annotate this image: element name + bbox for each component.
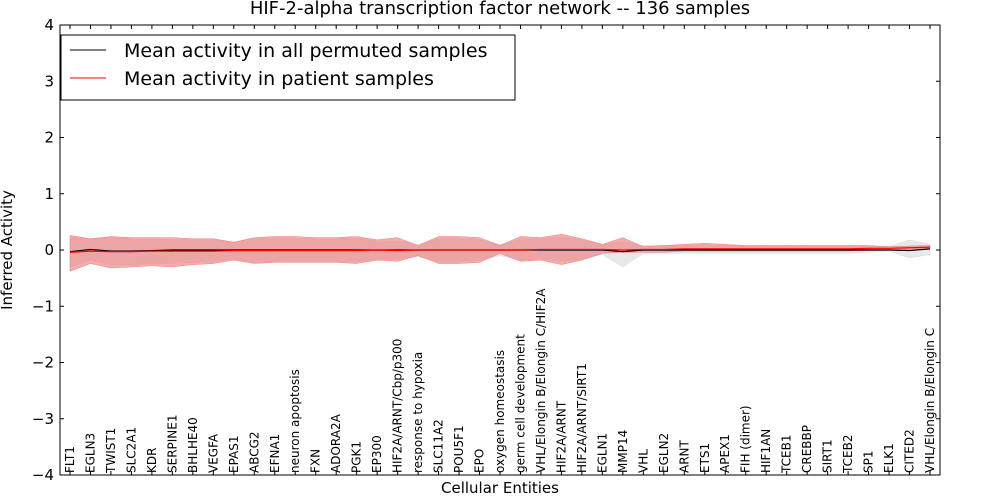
x-tick-label: MMP14 — [616, 430, 630, 473]
x-tick-label: ETS1 — [698, 443, 712, 473]
legend-label-patient: Mean activity in patient samples — [124, 68, 434, 90]
x-tick-label: EGLN3 — [83, 433, 97, 473]
x-tick-label: ADORA2A — [329, 413, 343, 473]
x-tick-label: CITED2 — [903, 429, 917, 473]
legend-label-permuted: Mean activity in all permuted samples — [124, 40, 487, 62]
x-tick-label: EGLN1 — [595, 433, 609, 473]
x-tick-label: ABCG2 — [247, 431, 261, 473]
y-tick-label: 3 — [44, 72, 54, 90]
x-tick-label: EPO — [473, 449, 487, 473]
y-tick-label: −2 — [32, 354, 54, 372]
x-tick-label: FIH (dimer) — [739, 405, 753, 473]
y-tick-label: 1 — [44, 185, 54, 203]
x-tick-label: TCEB2 — [841, 435, 855, 474]
x-tick-label: VEGFA — [206, 433, 220, 473]
x-tick-label: TWIST1 — [104, 428, 118, 474]
x-tick-label: APEX1 — [718, 434, 732, 473]
x-tick-label: KDR — [145, 448, 159, 473]
x-tick-label: SLC2A1 — [124, 427, 138, 473]
x-tick-label: HIF2A/ARNT — [554, 400, 568, 473]
series-lines — [69, 246, 931, 253]
x-tick-label: TCEB1 — [780, 435, 794, 474]
x-axis: FLT1 EGLN3 TWIST1 SLC2A1 KDR SERPINE1 BHLHE40 V… — [63, 25, 937, 475]
x-tick-label: EPAS1 — [227, 435, 241, 473]
chart-title: HIF-2-alpha transcription factor network… — [250, 0, 750, 19]
x-tick-label: VHL/Elongin B/Elongin C — [923, 328, 937, 473]
x-tick-label: BHLHE40 — [186, 417, 200, 473]
x-tick-label: EFNA1 — [268, 434, 282, 473]
y-tick-label: 4 — [44, 16, 54, 34]
y-axis-label: Inferred Activity — [0, 190, 16, 310]
x-tick-label: SP1 — [862, 451, 876, 474]
x-tick-label: FXN — [309, 449, 323, 473]
x-tick-label: EGLN2 — [657, 433, 671, 473]
x-tick-label: response to hypoxia — [411, 352, 425, 473]
y-tick-label: −1 — [32, 297, 54, 315]
x-tick-label: germ cell development — [513, 334, 527, 473]
x-tick-label: ELK1 — [882, 443, 896, 473]
x-tick-label: HIF2A/ARNT/Cbp/p300 — [391, 339, 405, 473]
x-tick-label: FLT1 — [63, 446, 77, 473]
y-axis: 4 3 2 1 0 −1 −2 −3 −4 — [32, 16, 940, 484]
x-tick-label: SLC11A2 — [432, 419, 446, 473]
x-tick-label: VHL/Elongin B/Elongin C/HIF2A — [534, 288, 548, 473]
line-series-1 — [69, 246, 931, 253]
x-tick-label: CREBBP — [800, 425, 814, 473]
x-tick-label: ARNT — [677, 439, 691, 473]
y-tick-label: −3 — [32, 410, 54, 428]
x-tick-label: VHL — [636, 449, 650, 473]
y-tick-label: 0 — [44, 241, 54, 259]
x-tick-label: SIRT1 — [821, 439, 835, 473]
confidence-bands — [69, 233, 931, 272]
x-tick-label: HIF1AN — [759, 429, 773, 473]
x-tick-label: PGK1 — [350, 441, 364, 473]
y-tick-label: 2 — [44, 129, 54, 147]
x-tick-label: SERPINE1 — [165, 414, 179, 473]
legend: Mean activity in all permuted samples Me… — [60, 34, 516, 101]
x-tick-label: neuron apoptosis — [288, 369, 302, 473]
x-tick-label: HIF2A/ARNT/SIRT1 — [575, 363, 589, 473]
y-tick-label: −4 — [32, 466, 54, 484]
x-tick-label: POU5F1 — [452, 425, 466, 473]
x-tick-label: EP300 — [370, 435, 384, 473]
legend-box — [60, 34, 516, 101]
x-axis-label: Cellular Entities — [441, 479, 559, 497]
x-tick-label: oxygen homeostasis — [493, 350, 507, 473]
